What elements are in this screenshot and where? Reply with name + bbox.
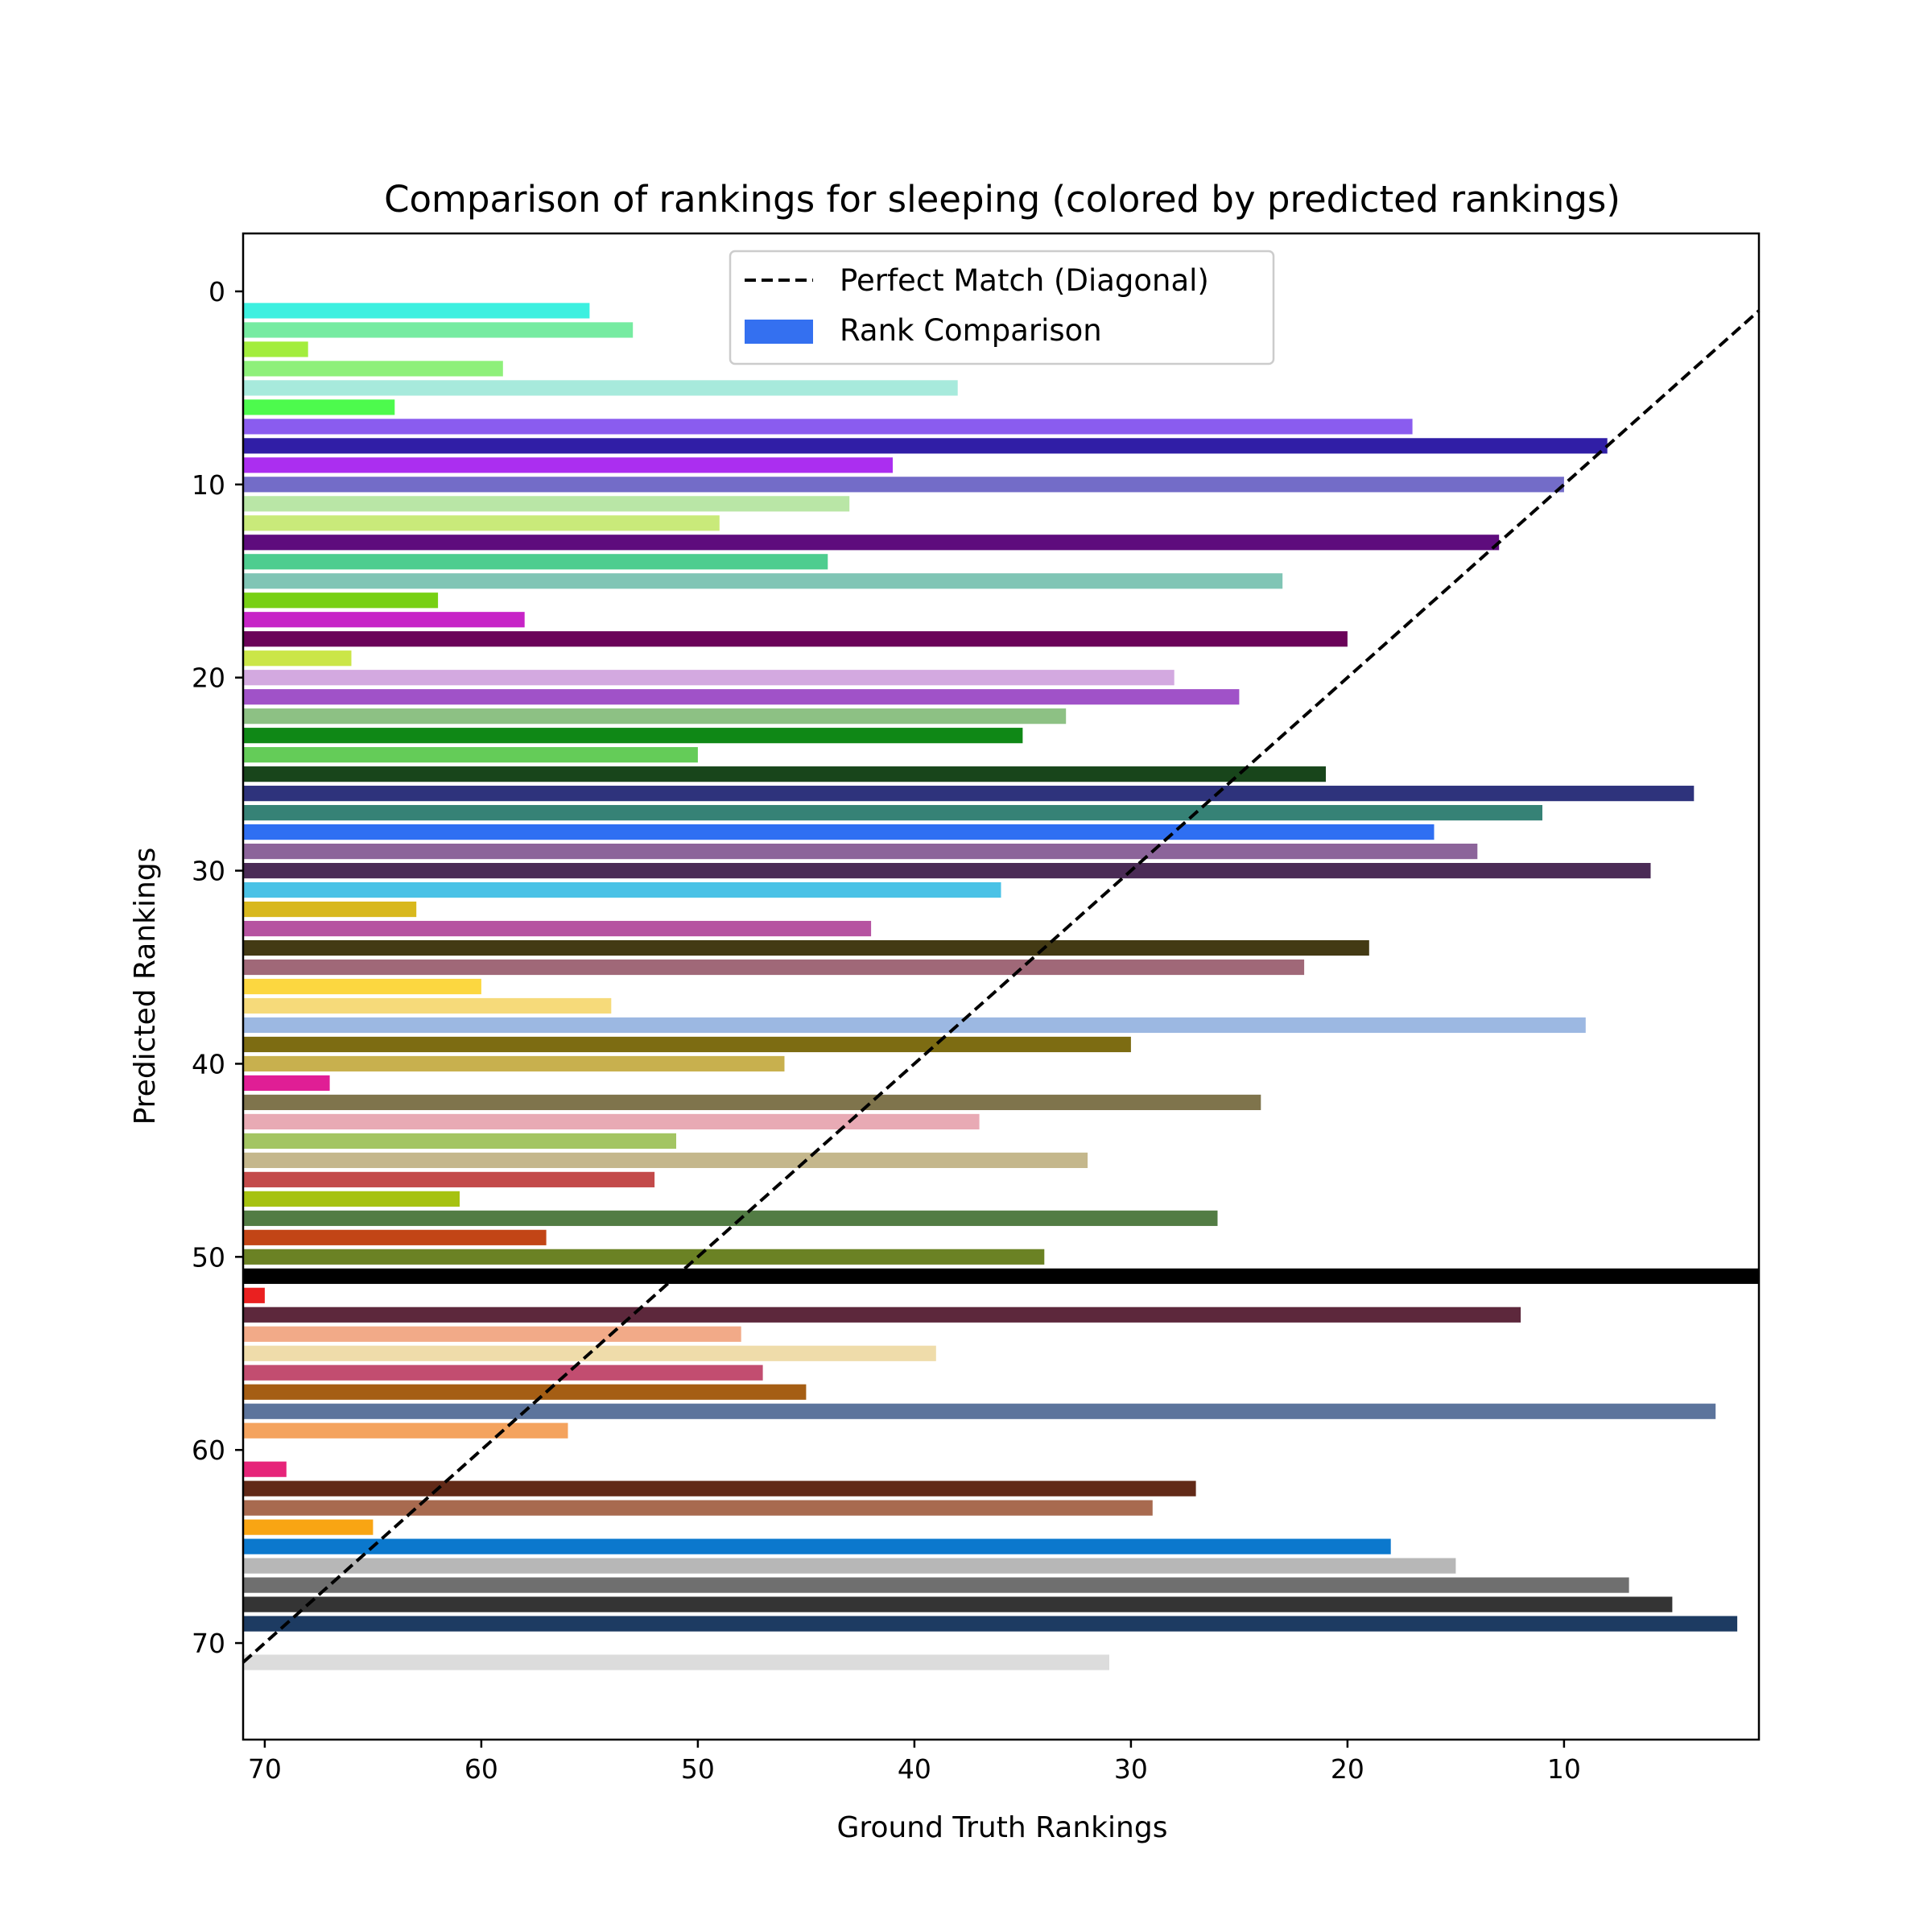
bar-predicted-21 <box>243 689 1240 705</box>
bar-predicted-62 <box>243 1480 1196 1496</box>
bar-predicted-58 <box>243 1403 1716 1419</box>
bar-predicted-12 <box>243 515 720 531</box>
bar-predicted-65 <box>243 1538 1391 1554</box>
bar-predicted-40 <box>243 1055 785 1072</box>
bar-predicted-26 <box>243 786 1695 802</box>
legend-rank-comparison-swatch <box>745 320 813 344</box>
chart-title: Comparison of rankings for sleeping (col… <box>384 178 1620 221</box>
bar-predicted-46 <box>243 1171 655 1187</box>
y-tick-label-20: 20 <box>192 663 225 694</box>
bar-predicted-5 <box>243 380 958 396</box>
bar-predicted-8 <box>243 438 1608 454</box>
y-axis-label: Predicted Rankings <box>129 848 162 1125</box>
bar-predicted-35 <box>243 959 1305 976</box>
bar-predicted-11 <box>243 496 850 512</box>
y-tick-label-70: 70 <box>192 1628 225 1659</box>
bar-predicted-63 <box>243 1500 1153 1516</box>
y-tick-label-40: 40 <box>192 1048 225 1080</box>
y-tick-label-30: 30 <box>192 856 225 887</box>
bar-predicted-13 <box>243 535 1500 551</box>
bar-predicted-50 <box>243 1249 1045 1265</box>
legend: Perfect Match (Diagonal) Rank Comparison <box>729 250 1275 365</box>
bar-predicted-41 <box>243 1075 330 1092</box>
bar-predicted-24 <box>243 747 698 763</box>
bar-predicted-64 <box>243 1519 374 1535</box>
x-tick-label-60: 60 <box>464 1753 498 1785</box>
plot-frame <box>242 232 1761 1741</box>
bar-predicted-18 <box>243 631 1348 647</box>
bar-predicted-66 <box>243 1558 1456 1574</box>
bar-predicted-19 <box>243 650 352 667</box>
bar-predicted-57 <box>243 1384 807 1400</box>
bar-predicted-20 <box>243 670 1174 686</box>
bar-predicted-36 <box>243 978 481 995</box>
bar-predicted-56 <box>243 1364 763 1381</box>
bar-predicted-25 <box>243 766 1326 782</box>
bar-predicted-1 <box>243 303 590 319</box>
bar-predicted-17 <box>243 612 525 628</box>
y-tick-label-10: 10 <box>192 469 225 501</box>
bar-predicted-47 <box>243 1191 460 1207</box>
bar-predicted-7 <box>243 419 1413 435</box>
legend-label-rank-comparison: Rank Comparison <box>840 313 1102 348</box>
legend-label-perfect-match: Perfect Match (Diagonal) <box>840 263 1209 298</box>
bar-predicted-42 <box>243 1094 1261 1111</box>
bar-predicted-48 <box>243 1210 1218 1226</box>
bar-predicted-23 <box>243 728 1023 744</box>
bar-predicted-4 <box>243 361 503 377</box>
bar-predicted-22 <box>243 708 1067 724</box>
bar-predicted-44 <box>243 1133 676 1149</box>
x-tick-label-20: 20 <box>1331 1753 1364 1785</box>
bar-predicted-49 <box>243 1229 547 1245</box>
x-tick-label-40: 40 <box>898 1753 931 1785</box>
bar-predicted-53 <box>243 1307 1521 1323</box>
bar-predicted-45 <box>243 1152 1088 1168</box>
bar-predicted-33 <box>243 920 872 937</box>
bar-predicted-16 <box>243 592 439 609</box>
bar-predicted-54 <box>243 1326 741 1342</box>
bar-predicted-9 <box>243 457 893 473</box>
bar-predicted-6 <box>243 399 395 415</box>
x-tick-label-50: 50 <box>681 1753 715 1785</box>
bar-predicted-39 <box>243 1036 1131 1053</box>
x-axis-ticks: 70 60 50 40 30 20 10 <box>248 1740 1581 1785</box>
y-tick-label-50: 50 <box>192 1241 225 1273</box>
bar-predicted-59 <box>243 1422 568 1439</box>
bar-predicted-51 <box>243 1268 1759 1284</box>
bar-predicted-32 <box>243 901 417 918</box>
bar-predicted-38 <box>243 1017 1586 1034</box>
bar-predicted-37 <box>243 997 612 1014</box>
x-tick-label-30: 30 <box>1114 1753 1148 1785</box>
y-tick-label-60: 60 <box>192 1435 225 1466</box>
bar-predicted-67 <box>243 1577 1629 1593</box>
bar-predicted-52 <box>243 1287 265 1303</box>
bar-predicted-71 <box>243 1654 1109 1670</box>
x-tick-label-70: 70 <box>248 1753 282 1785</box>
x-axis-label: Ground Truth Rankings <box>837 1811 1168 1844</box>
bar-predicted-68 <box>243 1596 1673 1612</box>
bar-predicted-3 <box>243 341 308 357</box>
perfect-match-diagonal <box>242 309 1761 1664</box>
bars-layer <box>243 303 1759 1670</box>
bar-predicted-31 <box>243 881 1001 898</box>
diagonal-layer <box>242 309 1761 1664</box>
bar-predicted-2 <box>243 322 634 338</box>
legend-frame <box>729 250 1275 365</box>
bar-predicted-28 <box>243 824 1435 840</box>
bar-predicted-15 <box>243 573 1283 589</box>
bar-predicted-69 <box>243 1616 1738 1632</box>
bar-predicted-29 <box>243 843 1478 860</box>
bar-predicted-14 <box>243 554 828 570</box>
bar-predicted-43 <box>243 1113 980 1130</box>
bar-predicted-61 <box>243 1461 287 1477</box>
bar-predicted-10 <box>243 477 1564 493</box>
y-axis-ticks: 0 10 20 30 40 50 60 70 <box>192 276 243 1659</box>
x-tick-label-10: 10 <box>1547 1753 1581 1785</box>
y-tick-label-0: 0 <box>208 276 225 308</box>
bar-predicted-30 <box>243 862 1651 879</box>
bar-predicted-34 <box>243 939 1369 956</box>
bar-predicted-27 <box>243 805 1542 821</box>
